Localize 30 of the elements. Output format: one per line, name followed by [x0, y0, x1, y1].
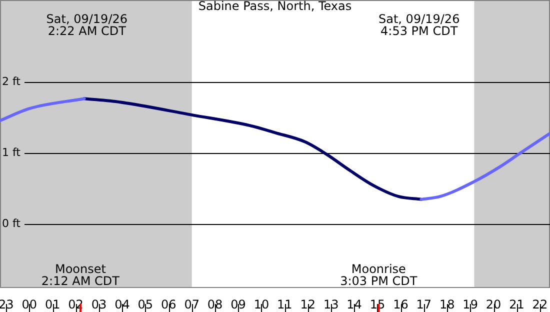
- x-tick-label: 08: [207, 297, 223, 312]
- x-tick-label: 11: [277, 297, 292, 312]
- x-tick-label: 01: [44, 297, 60, 312]
- y-tick-label: 0 ft: [2, 217, 22, 230]
- annotation: Sat, 09/19/26 4:53 PM CDT: [378, 12, 460, 38]
- x-tick-label: 20: [486, 297, 502, 312]
- annotation: Sat, 09/19/26 2:22 AM CDT: [46, 12, 128, 38]
- x-tick-label: 03: [91, 297, 107, 312]
- x-tick-label: 19: [462, 297, 478, 312]
- x-tick-label: 13: [323, 297, 339, 312]
- x-tick-label: 21: [509, 297, 524, 312]
- x-tick-label: 09: [230, 297, 246, 312]
- x-tick-label: 22: [532, 297, 548, 312]
- x-tick-label: 07: [184, 297, 200, 312]
- x-tick-label: 14: [346, 297, 362, 312]
- ref-line-label: Moonrise 3:03 PM CDT: [340, 262, 418, 288]
- y-tick-label: 2 ft: [2, 75, 22, 88]
- x-tick-label: 16: [393, 297, 408, 312]
- x-tick-label: 00: [22, 297, 38, 312]
- ref-line-label: Moonset 2:12 AM CDT: [41, 262, 120, 288]
- x-tick-label: 12: [300, 297, 316, 312]
- x-tick-label: 10: [254, 297, 270, 312]
- x-tick-label: 04: [114, 297, 130, 312]
- x-tick-label: 15: [370, 297, 386, 312]
- x-tick-label: 17: [416, 297, 432, 312]
- chart-title: Sabine Pass, North, Texas: [198, 0, 352, 14]
- x-tick-label: 06: [160, 297, 176, 312]
- x-tick-label: 18: [439, 297, 455, 312]
- x-tick-label: 05: [138, 297, 154, 312]
- y-tick-label: 1 ft: [2, 146, 22, 160]
